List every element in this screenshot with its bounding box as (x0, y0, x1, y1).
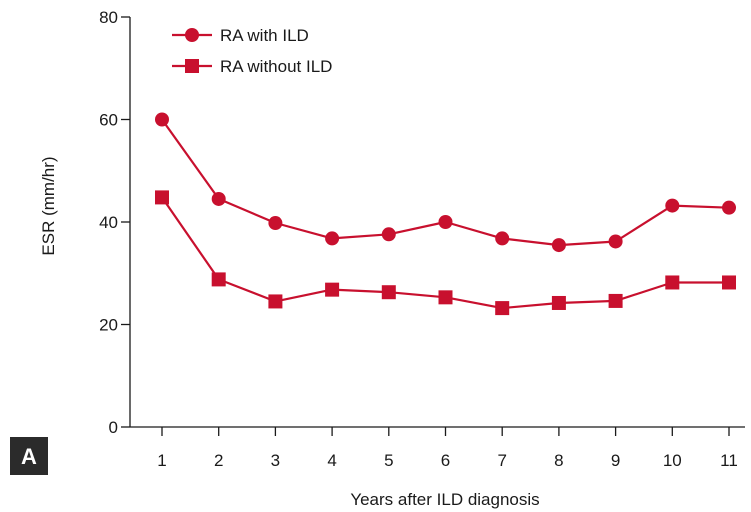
legend-label: RA without ILD (220, 57, 332, 76)
data-point-circle (551, 238, 566, 253)
y-tick-label: 0 (109, 418, 118, 437)
x-tick-label: 6 (441, 451, 450, 470)
legend: RA with ILD RA without ILD (172, 26, 332, 76)
x-tick-label: 4 (327, 451, 336, 470)
data-point-square (381, 285, 396, 300)
y-tick-label: 20 (99, 316, 118, 335)
data-point-circle (495, 231, 510, 246)
data-point-circle (438, 215, 453, 229)
data-point-circle (608, 234, 623, 249)
data-point-square (608, 293, 623, 308)
data-point-square (268, 294, 283, 309)
legend-label: RA with ILD (220, 26, 309, 45)
data-point-square (211, 272, 226, 287)
data-point-square (495, 301, 510, 316)
data-point-circle (325, 231, 340, 246)
legend-item: RA with ILD (172, 26, 309, 45)
data-point-square (155, 190, 169, 205)
data-point-square (325, 282, 340, 297)
y-tick-label: 80 (99, 8, 118, 27)
panel-label: A (10, 437, 48, 475)
panel-label-text: A (21, 444, 37, 469)
axes: 0 20 40 60 80 1 2 3 4 5 6 7 8 9 10 11 (99, 8, 745, 470)
x-tick-label: 8 (554, 451, 563, 470)
x-tick-label: 9 (611, 451, 620, 470)
x-tick-label: 11 (720, 451, 738, 470)
legend-marker-square (185, 59, 199, 73)
y-axis-title: ESR (mm/hr) (39, 156, 58, 255)
legend-marker-circle (185, 28, 199, 42)
data-point-square (665, 275, 680, 290)
data-point-square (722, 275, 736, 290)
series-ra-without-ild (155, 190, 736, 316)
y-tick-label: 40 (99, 213, 118, 232)
y-tick-label: 60 (99, 111, 118, 130)
data-point-circle (268, 216, 283, 231)
series-ra-with-ild (155, 112, 736, 253)
data-point-circle (155, 112, 169, 127)
series-layer (155, 112, 736, 316)
data-point-circle (211, 191, 226, 206)
y-ticks: 0 20 40 60 80 (99, 8, 130, 437)
x-tick-label: 5 (384, 451, 393, 470)
panel-label-box (10, 437, 48, 475)
x-tick-label: 1 (157, 451, 166, 470)
x-tick-label: 7 (497, 451, 506, 470)
x-tick-label: 10 (663, 451, 682, 470)
x-tick-label: 3 (271, 451, 280, 470)
x-tick-label: 2 (214, 451, 223, 470)
data-point-square (438, 290, 453, 305)
data-point-circle (665, 198, 680, 213)
legend-item: RA without ILD (172, 57, 332, 76)
data-point-circle (722, 200, 736, 215)
data-point-circle (381, 227, 396, 242)
data-point-square (551, 295, 566, 310)
x-ticks: 1 2 3 4 5 6 7 8 9 10 11 (157, 427, 738, 470)
x-axis-title: Years after ILD diagnosis (350, 490, 539, 509)
